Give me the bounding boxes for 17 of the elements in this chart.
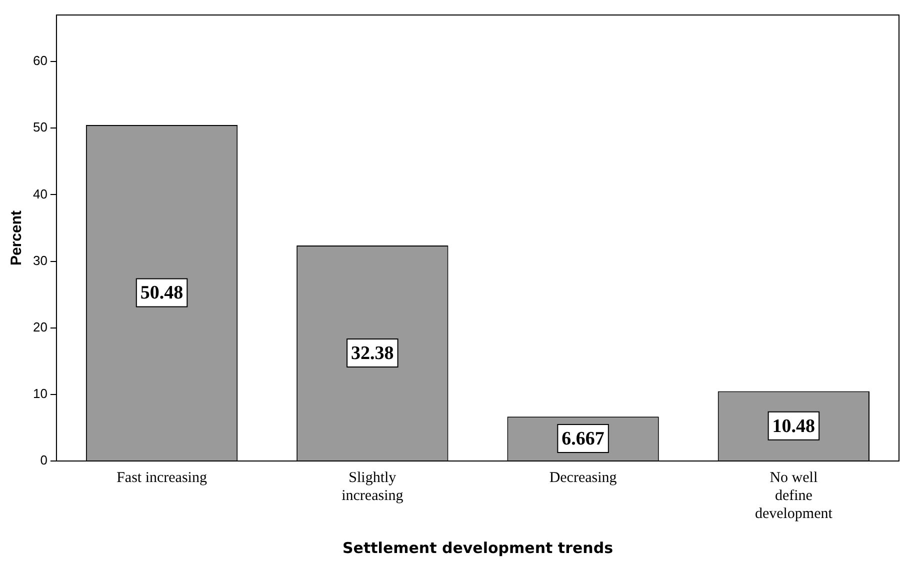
y-tick-label: 40	[32, 186, 48, 202]
x-axis-title: Settlement development trends	[342, 538, 614, 557]
x-tick-label: Slightly increasing	[342, 470, 404, 504]
y-tick-label: 0	[40, 452, 48, 468]
data-label: 10.48	[772, 416, 816, 437]
data-label: 32.38	[351, 342, 394, 364]
y-tick-label: 10	[32, 386, 48, 402]
y-tick-label: 20	[32, 319, 48, 334]
x-tick-label: No well define development	[754, 470, 834, 522]
y-tick-label: 60	[32, 53, 48, 68]
x-tick-label: Decreasing	[549, 470, 618, 486]
y-axis-title: Percent	[8, 210, 26, 266]
data-label: 6.667	[562, 428, 605, 450]
y-tick-label: 50	[32, 120, 48, 135]
y-tick-label: 30	[32, 252, 48, 268]
data-label: 50.48	[140, 282, 184, 304]
x-tick-label: Fast increasing	[116, 470, 208, 486]
